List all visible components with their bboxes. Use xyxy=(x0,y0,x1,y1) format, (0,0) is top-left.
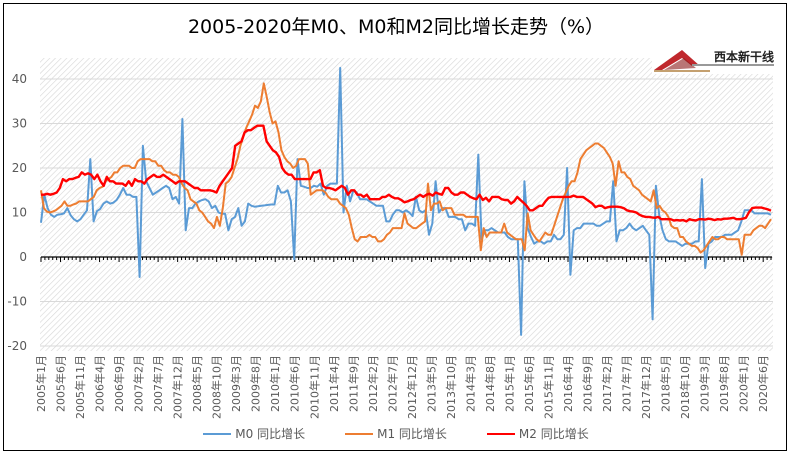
y-tick-label: 40 xyxy=(12,72,27,86)
legend-item-m2: M2 同比增长 xyxy=(486,425,589,442)
series-m1-line xyxy=(40,82,772,256)
x-tick-label: 2005年11月 xyxy=(73,355,87,419)
x-tick-label: 2017年2月 xyxy=(600,355,614,412)
y-tick-label: 10 xyxy=(12,206,27,220)
chart-legend: M0 同比增长 M1 同比增长 M2 同比增长 xyxy=(0,425,792,442)
x-tick-label: 2008年10月 xyxy=(210,355,224,419)
y-tick-label: -10 xyxy=(7,295,27,309)
x-tick-label: 2010年6月 xyxy=(288,355,302,412)
x-tick-label: 2009年8月 xyxy=(249,355,263,412)
x-tick-label: 2006年9月 xyxy=(112,355,126,412)
x-tick-label: 2012年12月 xyxy=(405,355,419,419)
x-tick-label: 2019年3月 xyxy=(698,355,712,412)
logo: 西本新干线 xyxy=(652,46,777,74)
x-tick-label: 2015年11月 xyxy=(541,355,555,419)
logo-underline xyxy=(692,64,774,66)
x-tick-label: 2005年1月 xyxy=(34,355,48,412)
x-tick-label: 2012年2月 xyxy=(366,355,380,412)
x-tick-label: 2005年6月 xyxy=(54,355,68,412)
x-tick-label: 2008年5月 xyxy=(190,355,204,412)
x-tick-label: 2020年1月 xyxy=(737,355,751,412)
x-tick-label: 2017年7月 xyxy=(620,355,634,412)
x-tick-label: 2007年12月 xyxy=(171,355,185,419)
x-tick-label: 2015年1月 xyxy=(502,355,516,412)
x-tick-label: 2013年10月 xyxy=(444,355,458,419)
legend-item-m0: M0 同比增长 xyxy=(203,425,305,442)
legend-swatch-m2 xyxy=(486,432,515,435)
x-tick-label: 2017年12月 xyxy=(639,355,653,419)
x-tick-label: 2006年4月 xyxy=(93,355,107,412)
x-tick-label: 2009年3月 xyxy=(229,355,243,412)
y-tick-label: 20 xyxy=(12,161,27,175)
chart-title: 2005-2020年M0、M0和M2同比增长走势（%） xyxy=(187,16,605,38)
x-tick-label: 2007年2月 xyxy=(132,355,146,412)
y-tick-label: 0 xyxy=(19,250,27,264)
x-tick-label: 2016年4月 xyxy=(561,355,575,412)
legend-swatch-m1 xyxy=(345,432,374,435)
logo-text: 西本新干线 xyxy=(714,50,775,64)
x-tick-label: 2010年11月 xyxy=(307,355,321,419)
x-tick-label: 2014年3月 xyxy=(463,355,477,412)
x-tick-label: 2019年8月 xyxy=(717,355,731,412)
legend-label-m0: M0 同比增长 xyxy=(235,427,306,441)
series-m0-line xyxy=(40,66,772,336)
x-tick-label: 2014年8月 xyxy=(483,355,497,412)
x-tick-label: 2016年9月 xyxy=(581,355,595,412)
x-tick-label: 2011年9月 xyxy=(346,355,360,412)
series-m2-line xyxy=(41,124,772,223)
logo-mountain-icon xyxy=(654,50,710,72)
y-tick-label: -20 xyxy=(7,339,27,353)
x-tick-label: 2007年7月 xyxy=(151,355,165,412)
x-tick-label: 2010年1月 xyxy=(268,355,282,412)
x-tick-label: 2011年4月 xyxy=(327,355,341,412)
y-tick-label: 30 xyxy=(12,117,27,131)
plot-area xyxy=(40,58,773,351)
x-tick-label: 2015年6月 xyxy=(522,355,536,412)
x-tick-label: 2013年5月 xyxy=(424,355,438,412)
legend-item-m1: M1 同比增长 xyxy=(345,425,447,442)
x-tick-label: 2018年5月 xyxy=(659,355,673,412)
legend-label-m2: M2 同比增长 xyxy=(518,427,589,441)
legend-swatch-m0 xyxy=(203,432,232,435)
x-tick-label: 2012年7月 xyxy=(385,355,399,412)
x-tick-label: 2020年6月 xyxy=(756,355,770,412)
x-tick-label: 2018年10月 xyxy=(678,355,692,419)
legend-label-m1: M1 同比增长 xyxy=(377,427,447,441)
